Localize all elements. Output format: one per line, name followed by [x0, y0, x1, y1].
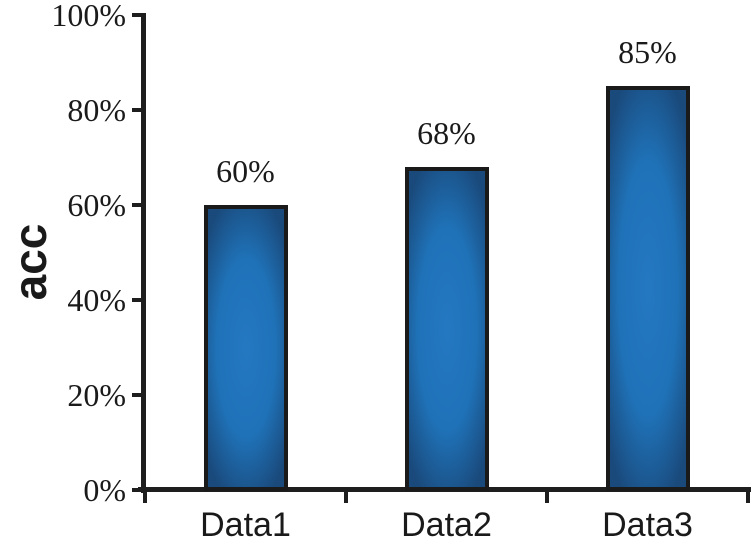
bar-data2 [404, 167, 489, 491]
y-axis-tick [132, 393, 146, 397]
bar-data1 [203, 205, 288, 491]
x-axis-tick [344, 490, 348, 503]
x-tick-label-data1: Data1 [200, 506, 291, 544]
y-tick-label: 0% [83, 472, 126, 508]
x-tick-label-data2: Data2 [401, 506, 492, 544]
x-tick-label-data3: Data3 [602, 506, 693, 544]
y-axis-tick [132, 488, 146, 492]
bar-value-label: 85% [618, 34, 677, 71]
y-tick-label: 100% [51, 0, 126, 33]
y-axis-tick [132, 13, 146, 17]
bar-value-label: 68% [417, 115, 476, 151]
y-tick-label: 20% [67, 377, 126, 413]
y-tick-label: 60% [67, 187, 126, 223]
y-tick-label: 80% [67, 92, 126, 128]
y-axis-line [141, 13, 146, 493]
bar-value-label: 60% [216, 153, 275, 189]
y-axis-tick [132, 298, 146, 302]
bar-data3 [605, 86, 690, 491]
y-axis-tick [132, 108, 146, 112]
x-axis-tick [746, 490, 750, 503]
x-axis-tick [545, 490, 549, 503]
y-tick-label: 40% [67, 282, 126, 318]
y-axis-tick [132, 203, 146, 207]
x-axis-tick [143, 490, 147, 503]
